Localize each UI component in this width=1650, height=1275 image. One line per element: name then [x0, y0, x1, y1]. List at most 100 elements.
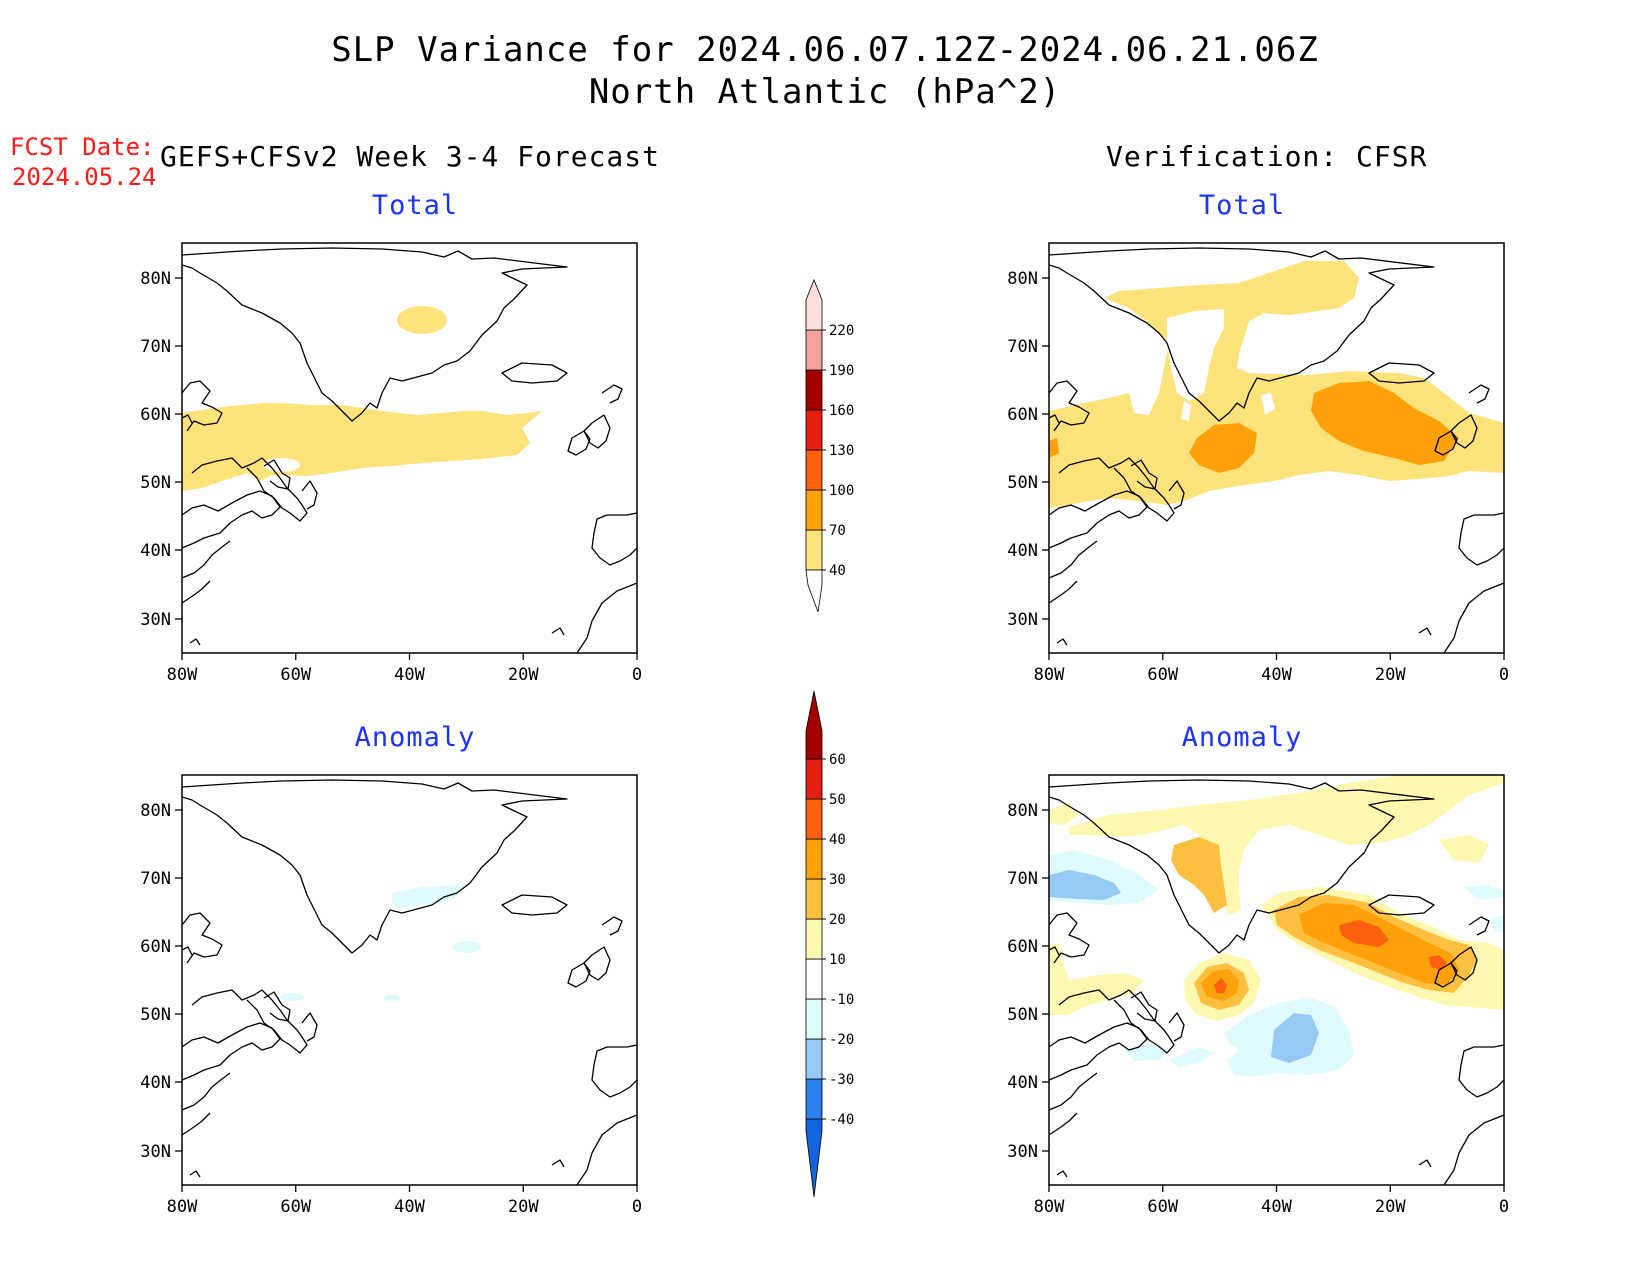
verif-anomaly-neg-10-20-e — [1464, 885, 1504, 900]
right-column-header: Verification: CFSR — [1106, 140, 1428, 173]
lat-tick-label: 70N — [140, 337, 171, 357]
lat-tick-label: 70N — [1007, 337, 1038, 357]
colorbar-total-label: 130 — [829, 443, 854, 459]
colorbar-anomaly-label: 10 — [829, 952, 846, 968]
panel-title-verif-total: Total — [1198, 190, 1286, 221]
colorbar-total-segment — [805, 329, 823, 371]
lat-tick-label: 40N — [140, 541, 171, 561]
colorbar-total-segment — [805, 489, 823, 531]
chart-subtitle: North Atlantic (hPa^2) — [588, 72, 1062, 112]
lon-tick-label: 0 — [1499, 1197, 1509, 1217]
panel-title-forecast-anomaly: Anomaly — [354, 722, 476, 753]
verif-anomaly-pos-10-20-ne — [1439, 835, 1489, 863]
colorbar-total-segment — [805, 529, 823, 571]
forecast-total-greenland-blob — [397, 306, 447, 334]
lon-tick-label: 80W — [1034, 1197, 1065, 1217]
lat-tick-label: 60N — [140, 405, 171, 425]
colorbar-total-segment — [805, 449, 823, 491]
lon-tick-label: 20W — [1375, 665, 1406, 685]
colorbar-anomaly-label: -20 — [829, 1032, 854, 1048]
colorbar-total-label: 70 — [829, 523, 846, 539]
coastline — [182, 779, 637, 1185]
lat-tick-label: 80N — [140, 801, 171, 821]
lon-tick-label: 0 — [632, 1197, 642, 1217]
lat-tick-label: 50N — [1007, 473, 1038, 493]
forecast-anomaly-neg-blob-4 — [384, 995, 400, 1001]
colorbar-anomaly-segment — [805, 798, 823, 840]
colorbar-anomaly-segment — [805, 838, 823, 880]
lat-tick-label: 60N — [1007, 937, 1038, 957]
colorbar-total: 40 70 100 130 160 190 220 — [805, 278, 854, 613]
verif-total-white-hole-2 — [1267, 325, 1285, 346]
lat-tick-label: 30N — [140, 610, 171, 630]
colorbar-anomaly-label: 30 — [829, 872, 846, 888]
lat-tick-label: 80N — [1007, 801, 1038, 821]
lon-tick-label: 60W — [280, 1197, 311, 1217]
colorbar-anomaly: -40 -30 -20 -10 10 20 30 40 50 60 — [805, 690, 854, 1198]
lat-tick-label: 40N — [140, 1073, 171, 1093]
lat-tick-label: 40N — [1007, 1073, 1038, 1093]
verif-anomaly-neg-10-20-s — [1169, 1047, 1214, 1067]
colorbar-total-segment — [805, 369, 823, 411]
colorbar-anomaly-label: 20 — [829, 912, 846, 928]
colorbar-anomaly-label: 40 — [829, 832, 846, 848]
lat-tick-label: 60N — [1007, 405, 1038, 425]
colorbar-anomaly-label: -40 — [829, 1112, 854, 1128]
colorbar-anomaly-segment — [805, 878, 823, 920]
chart-title: SLP Variance for 2024.06.07.12Z-2024.06.… — [331, 30, 1319, 70]
colorbar-total-label: 100 — [829, 483, 854, 499]
lat-tick-label: 60N — [140, 937, 171, 957]
lon-tick-label: 60W — [1147, 1197, 1178, 1217]
lon-tick-label: 60W — [1147, 665, 1178, 685]
lon-tick-label: 0 — [632, 665, 642, 685]
forecast-total-shading-40-70 — [182, 403, 542, 491]
colorbar-anomaly-segment — [805, 690, 823, 760]
verif-total-shading-70-100-edge — [1049, 438, 1059, 458]
colorbar-total-segment — [805, 278, 823, 331]
colorbar-anomaly-segment — [805, 1118, 823, 1198]
colorbar-anomaly-segment — [805, 918, 823, 960]
lon-tick-label: 40W — [394, 1197, 425, 1217]
verif-anomaly-pos-10-20-north — [1069, 775, 1504, 915]
verif-anomaly-neg-10-20-e2 — [1489, 915, 1504, 933]
verif-total-white-hole-3 — [1181, 401, 1191, 421]
lon-tick-label: 80W — [167, 1197, 198, 1217]
lat-tick-label: 70N — [140, 869, 171, 889]
verif-anomaly-pos-10-20-nw — [1049, 803, 1079, 825]
colorbar-anomaly-segment — [805, 998, 823, 1040]
verif-anomaly-pos-40-50-mid — [1214, 978, 1227, 993]
colorbar-anomaly-segment — [805, 1078, 823, 1120]
verif-anomaly-pos-20-30-north — [1171, 837, 1227, 913]
lat-tick-label: 50N — [140, 1005, 171, 1025]
verif-total-shading-70-100-west — [1189, 423, 1257, 473]
map-forecast-total: 80N 70N 60N 50N 40N 30N 80W 60W 40W 20W 0 — [140, 242, 642, 685]
forecast-anomaly-neg-blob-3 — [280, 993, 304, 1001]
colorbar-total-label: 190 — [829, 363, 854, 379]
lat-tick-label: 30N — [1007, 1142, 1038, 1162]
lon-tick-label: 20W — [1375, 1197, 1406, 1217]
forecast-anomaly-neg-blob-2 — [453, 941, 481, 953]
colorbar-anomaly-label: 60 — [829, 752, 846, 768]
lat-tick-label: 50N — [140, 473, 171, 493]
lon-tick-label: 80W — [1034, 665, 1065, 685]
colorbar-anomaly-segment — [805, 758, 823, 800]
verif-anomaly-pos-40-50-east-1 — [1339, 920, 1389, 947]
lon-tick-label: 80W — [167, 665, 198, 685]
colorbar-total-label: 220 — [829, 323, 854, 339]
map-verification-anomaly: 80N 70N 60N 50N 40N 30N 80W 60W 40W 20W 0 — [1007, 774, 1509, 1217]
lat-tick-label: 40N — [1007, 541, 1038, 561]
colorbar-total-label: 160 — [829, 403, 854, 419]
lat-tick-label: 80N — [1007, 269, 1038, 289]
verif-total-shading-70-100-east — [1311, 381, 1459, 465]
lat-tick-label: 80N — [140, 269, 171, 289]
verif-anomaly-neg-20-30-nw — [1049, 870, 1121, 900]
panel-title-verif-anomaly: Anomaly — [1181, 722, 1303, 753]
lon-tick-label: 40W — [1261, 665, 1292, 685]
lon-tick-label: 20W — [508, 1197, 539, 1217]
forecast-anomaly-neg-blob-1 — [392, 885, 462, 909]
colorbar-total-segment — [805, 409, 823, 451]
verif-anomaly-pos-10-20-west — [1049, 943, 1144, 1015]
lon-tick-label: 60W — [280, 665, 311, 685]
lon-tick-label: 20W — [508, 665, 539, 685]
